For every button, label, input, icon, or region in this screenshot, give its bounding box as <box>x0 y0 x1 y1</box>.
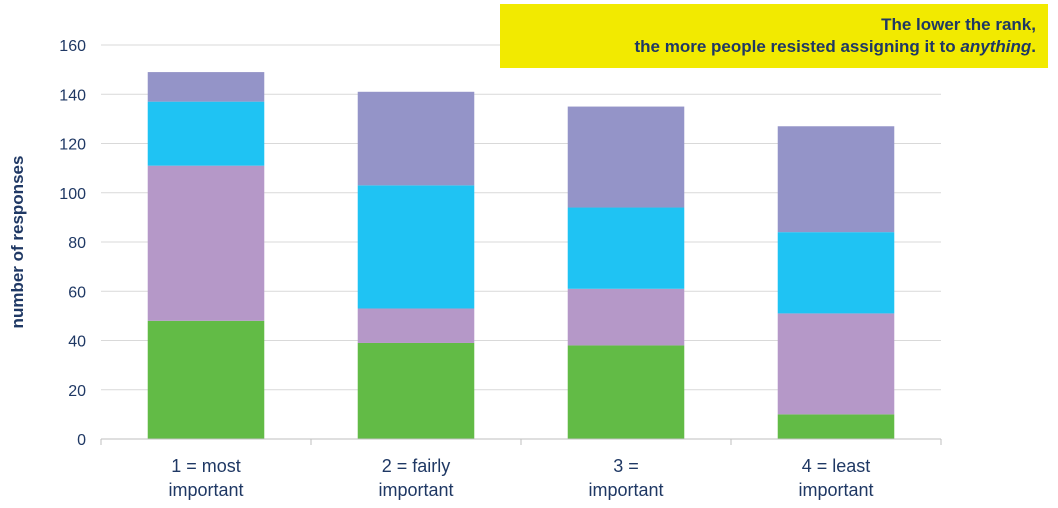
x-category-label: important <box>588 480 663 500</box>
annotation-callout: The lower the rank, the more people resi… <box>500 4 1048 68</box>
bar-segment <box>777 313 895 415</box>
bar-segment <box>147 72 265 102</box>
bars <box>147 72 895 439</box>
y-tick-label: 20 <box>68 383 86 400</box>
y-tick-label: 100 <box>59 186 86 203</box>
callout-line-2-emphasis: anything <box>960 37 1032 56</box>
bar-segment <box>357 308 475 343</box>
x-category-label: 3 = <box>613 456 639 476</box>
bar-segment <box>357 342 475 439</box>
y-axis-title: number of responses <box>8 156 27 329</box>
callout-line-2-suffix: . <box>1031 37 1036 56</box>
bar-segment <box>567 207 685 289</box>
callout-line-1: The lower the rank, <box>881 15 1036 34</box>
bar-segment <box>567 345 685 439</box>
y-tick-label: 60 <box>68 284 86 301</box>
axes: 0 20 40 60 80 100 120 140 160 1 = most important 2 … <box>59 38 942 500</box>
bar-segment <box>777 126 895 233</box>
y-tick-label: 140 <box>59 87 86 104</box>
y-tick-label: 40 <box>68 334 86 351</box>
bar-segment <box>147 101 265 166</box>
bar-segment <box>147 320 265 439</box>
callout-line-2: the more people resisted assigning it to… <box>512 36 1036 58</box>
x-category-label: 2 = fairly <box>382 456 451 476</box>
bar-segment <box>357 185 475 309</box>
bar-segment <box>567 106 685 208</box>
bar-segment <box>777 232 895 314</box>
y-tick-label: 160 <box>59 38 86 55</box>
bar-segment <box>777 414 895 439</box>
x-category-label: important <box>798 480 873 500</box>
x-category-label: important <box>168 480 243 500</box>
bar-segment <box>147 165 265 321</box>
bar-segment <box>567 288 685 346</box>
bar-segment <box>357 91 475 186</box>
callout-line-2-prefix: the more people resisted assigning it to <box>634 37 961 56</box>
x-category-label: important <box>378 480 453 500</box>
x-category-label: 4 = least <box>802 456 871 476</box>
y-tick-label: 0 <box>77 432 86 449</box>
y-tick-label: 120 <box>59 137 86 154</box>
y-tick-label: 80 <box>68 235 86 252</box>
x-category-label: 1 = most <box>171 456 241 476</box>
